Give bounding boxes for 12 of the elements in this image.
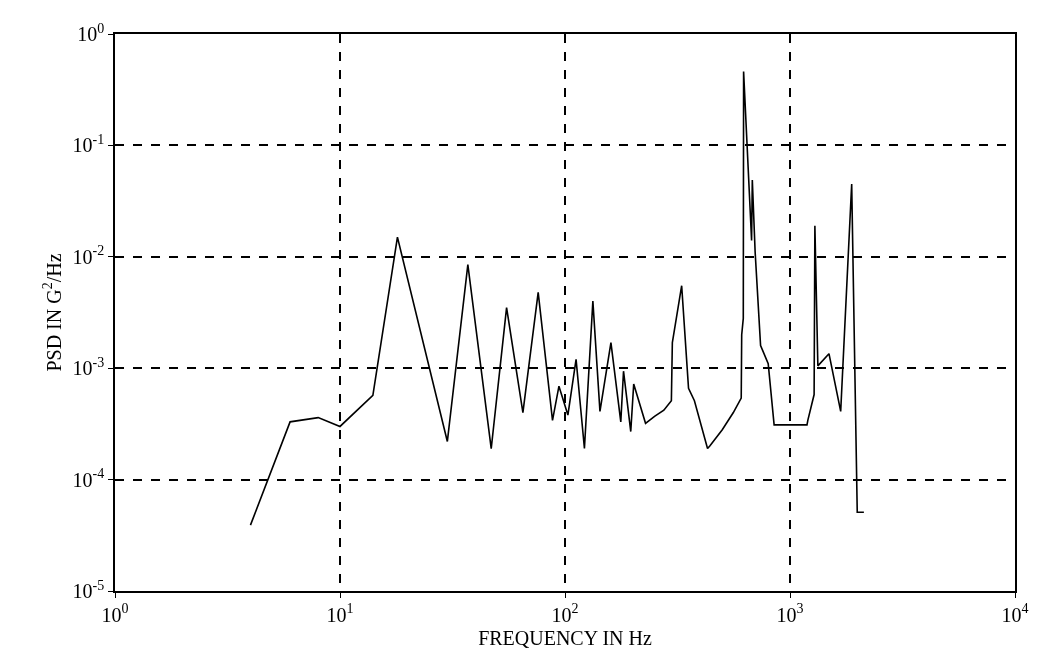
y-tick-label: 10$^{-3}$ xyxy=(72,354,105,380)
x-tick-label: 10$^{1}$ xyxy=(326,601,354,626)
y-tick-label: 10$^{-5}$ xyxy=(72,577,105,602)
x-tick-label: 10$^{4}$ xyxy=(1001,601,1029,626)
x-axis-title: FREQUENCY IN Hz xyxy=(478,626,652,649)
x-tick-label: 10$^{0}$ xyxy=(101,601,129,626)
y-tick-label: 10$^{0}$ xyxy=(77,20,105,45)
y-tick-label: 10$^{-4}$ xyxy=(72,466,105,491)
x-tick-label: 10$^{2}$ xyxy=(551,601,579,626)
y-tick-label: 10$^{-2}$ xyxy=(72,243,105,268)
y-tick-label: 10$^{-1}$ xyxy=(72,132,105,157)
x-tick-label: 10$^{3}$ xyxy=(776,601,804,626)
